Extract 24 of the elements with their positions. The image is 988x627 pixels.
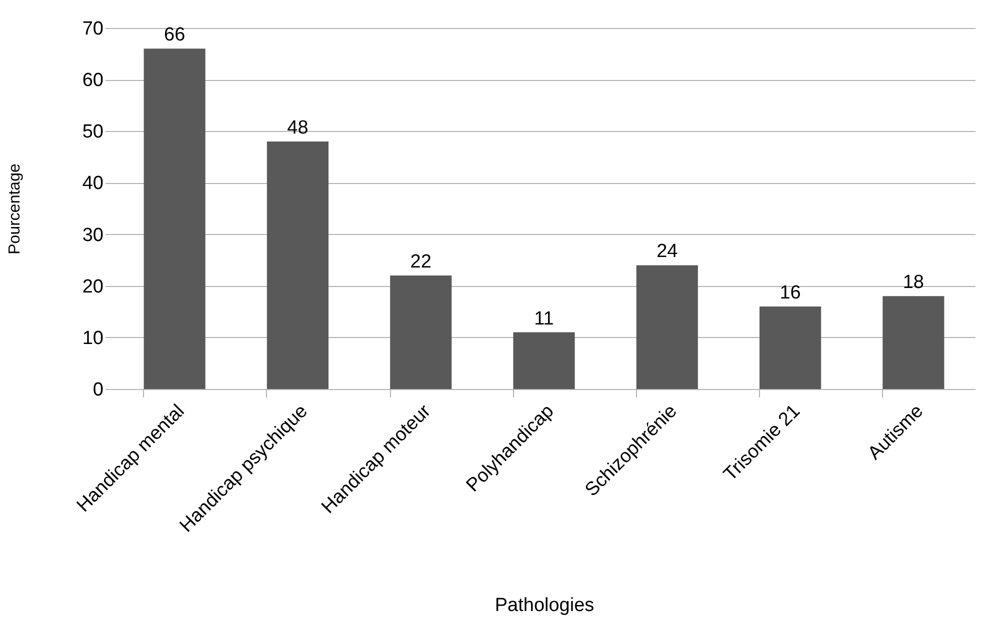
data-label: 24 — [656, 241, 678, 262]
bar — [760, 306, 822, 389]
y-tick-label: 50 — [82, 122, 104, 143]
y-tick-label: 40 — [82, 173, 104, 194]
data-label: 11 — [534, 308, 554, 330]
data-label: 18 — [902, 272, 924, 294]
y-tick-label: 70 — [82, 18, 104, 40]
data-label: 22 — [410, 252, 432, 273]
bar — [636, 265, 698, 389]
data-label: 66 — [164, 24, 186, 46]
bar — [266, 141, 328, 389]
y-axis-title: Pourcentage — [6, 164, 24, 254]
y-tick-label: 0 — [92, 380, 104, 400]
bar — [390, 276, 452, 389]
bar — [144, 48, 206, 389]
y-tick-label: 60 — [82, 70, 104, 92]
data-label: 48 — [287, 117, 308, 138]
x-axis-title: Pathologies — [494, 594, 594, 616]
data-label: 16 — [780, 282, 801, 304]
bar — [513, 332, 575, 389]
y-tick-label: 20 — [82, 276, 104, 298]
bar — [882, 296, 944, 389]
y-tick-label: 30 — [82, 224, 104, 246]
y-tick-label: 10 — [82, 328, 104, 349]
